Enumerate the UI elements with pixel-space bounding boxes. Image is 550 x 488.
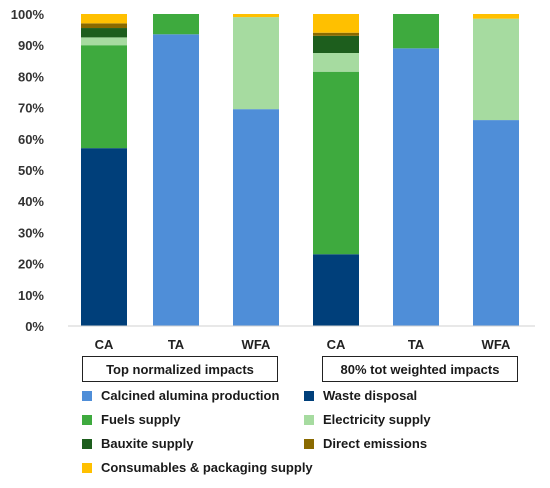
legend-item: Bauxite supply [82, 436, 193, 451]
y-tick-label: 100% [11, 7, 45, 22]
group-label-top-normalized: Top normalized impacts [82, 356, 278, 382]
bar-segment [233, 14, 279, 18]
bar-segment [313, 71, 359, 255]
legend-swatch [304, 414, 314, 425]
bar-segment [81, 45, 127, 149]
legend-swatch [82, 414, 92, 425]
bar-segment [313, 254, 359, 326]
bar-segment [81, 23, 127, 29]
bar-segment [473, 18, 519, 121]
x-category-label: WFA [482, 337, 511, 350]
legend-swatch [82, 390, 92, 401]
bar-segment [153, 14, 199, 35]
x-category-label: CA [95, 337, 114, 350]
legend-swatch [304, 438, 314, 449]
legend-item: Electricity supply [304, 412, 431, 427]
y-tick-label: 10% [18, 288, 44, 303]
bar-segment [313, 53, 359, 72]
bar-segment [313, 35, 359, 53]
bar-segment [81, 14, 127, 24]
y-tick-label: 20% [18, 257, 44, 272]
legend-label: Electricity supply [323, 412, 431, 427]
bar-segment [233, 17, 279, 110]
bar-segment [473, 14, 519, 19]
stacked-bar-chart: 0% 10% 20% 30% 40% 50% 60% 70% 80% 90% 100% CA TA WFA… [11, 7, 535, 350]
y-tick-label: 30% [18, 225, 44, 240]
legend-item: Direct emissions [304, 436, 427, 451]
x-category-label: WFA [242, 337, 271, 350]
legend-swatch [304, 390, 314, 401]
legend-label: Fuels supply [101, 412, 181, 427]
y-tick-label: 60% [18, 132, 44, 147]
legend-label: Calcined alumina production [101, 388, 280, 403]
group-label-weighted: 80% tot weighted impacts [322, 356, 518, 382]
legend-label: Bauxite supply [101, 436, 194, 451]
y-tick-label: 50% [18, 163, 44, 178]
x-category-label: TA [168, 337, 185, 350]
legend-item: Fuels supply [82, 412, 180, 427]
bar-segment [473, 120, 519, 326]
bar-segment [81, 37, 127, 46]
bar-segment [81, 148, 127, 326]
bar-segment [81, 28, 127, 38]
bar-segment [393, 14, 439, 49]
legend-label: Direct emissions [323, 436, 428, 451]
legend-item: Consumables & packaging supply [82, 460, 313, 475]
legend-item: Calcined alumina production [82, 388, 279, 403]
y-tick-label: 80% [18, 69, 44, 84]
y-tick-label: 40% [18, 194, 44, 209]
bar-segment [153, 34, 199, 326]
y-tick-label: 0% [25, 319, 44, 334]
bar-segment [393, 48, 439, 326]
y-tick-label: 90% [18, 38, 44, 53]
legend-swatch [82, 462, 92, 473]
x-category-label: TA [408, 337, 425, 350]
legend-label: Consumables & packaging supply [101, 460, 313, 475]
bar-segment [313, 32, 359, 36]
bar-segment [313, 14, 359, 33]
legend-item: Waste disposal [304, 388, 417, 403]
bar-segment [233, 109, 279, 326]
y-tick-label: 70% [18, 101, 44, 116]
legend-label: Waste disposal [323, 388, 418, 403]
x-category-label: CA [327, 337, 346, 350]
legend-swatch [82, 438, 92, 449]
